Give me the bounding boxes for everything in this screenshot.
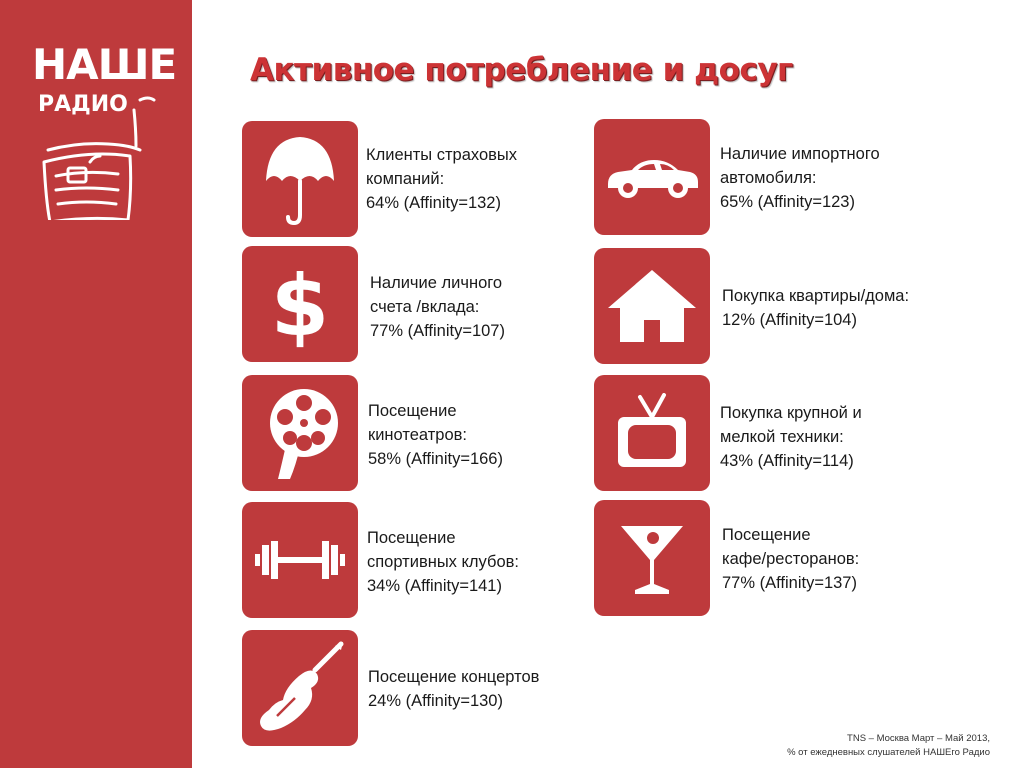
caption-house: Покупка квартиры/дома: 12% (Affinity=104… — [722, 284, 909, 332]
house-icon — [608, 270, 696, 342]
radio-sketch-icon — [42, 96, 156, 220]
caption-line: Посещение — [367, 529, 456, 547]
logo-line1: НАШЕ — [32, 40, 177, 89]
tile-house — [594, 248, 710, 364]
tile-cinema — [242, 375, 358, 491]
caption-stat: 65% (Affinity=123) — [720, 193, 855, 211]
caption-line: компаний: — [366, 170, 445, 188]
tile-concert — [242, 630, 358, 746]
caption-line: Наличие личного — [370, 274, 503, 292]
caption-insurance: Клиенты страховых компаний: 64% (Affinit… — [366, 143, 517, 215]
source-note: TNS – Москва Март – Май 2013, % от ежедн… — [787, 732, 990, 760]
tile-electronics — [594, 375, 710, 491]
brand-sidebar: НАШЕ РАДИО — [0, 0, 192, 768]
tile-insurance — [242, 121, 358, 237]
tile-cafe — [594, 500, 710, 616]
tv-icon — [618, 393, 686, 467]
cocktail-icon — [621, 526, 683, 594]
caption-line: Посещение — [722, 526, 811, 544]
nashe-radio-logo: НАШЕ РАДИО — [28, 40, 177, 220]
source-line: % от ежедневных слушателей НАШЕго Радио — [787, 747, 990, 758]
caption-line: Покупка квартиры/дома: — [722, 287, 910, 305]
logo-line2: РАДИО — [38, 92, 128, 117]
caption-line: Наличие импортного — [720, 145, 880, 163]
car-icon — [608, 160, 698, 198]
film-reel-icon — [270, 389, 338, 479]
caption-concert: Посещение концертов 24% (Affinity=130) — [368, 665, 539, 713]
caption-stat: 64% (Affinity=132) — [366, 194, 501, 212]
caption-car: Наличие импортного автомобиля: 65% (Affi… — [720, 142, 880, 214]
caption-line: спортивных клубов: — [367, 553, 519, 571]
caption-stat: 77% (Affinity=107) — [370, 322, 505, 340]
tile-car — [594, 119, 710, 235]
caption-line: Клиенты страховых — [366, 146, 518, 164]
caption-stat: 12% (Affinity=104) — [722, 311, 857, 329]
source-line: TNS – Москва Март – Май 2013, — [847, 733, 990, 744]
caption-stat: 58% (Affinity=166) — [368, 450, 503, 468]
umbrella-icon — [266, 137, 334, 226]
caption-line: Посещение — [368, 402, 457, 420]
caption-stat: 34% (Affinity=141) — [367, 577, 502, 595]
caption-stat: 24% (Affinity=130) — [368, 692, 503, 710]
caption-stat: 43% (Affinity=114) — [720, 452, 854, 470]
caption-stat: 77% (Affinity=137) — [722, 574, 857, 592]
svg-text:$: $ — [271, 259, 329, 349]
caption-cinema: Посещение кинотеатров: 58% (Affinity=166… — [368, 399, 503, 471]
caption-cafe: Посещение кафе/ресторанов: 77% (Affinity… — [722, 523, 859, 595]
caption-line: Посещение концертов — [368, 668, 540, 686]
page-title: Активное потребление и досуг — [250, 52, 793, 88]
tile-account: $ — [242, 246, 358, 362]
caption-line: счета /вклада: — [370, 298, 480, 316]
guitar-icon — [260, 641, 344, 731]
dollar-icon: $ — [271, 259, 329, 349]
caption-account: Наличие личного счета /вклада: 77% (Affi… — [370, 271, 505, 343]
dumbbell-icon — [255, 541, 345, 579]
caption-electronics: Покупка крупной и мелкой техники: 43% (A… — [720, 401, 862, 473]
caption-line: Покупка крупной и — [720, 404, 862, 422]
caption-sport: Посещение спортивных клубов: 34% (Affini… — [367, 526, 519, 598]
caption-line: кинотеатров: — [368, 426, 467, 444]
caption-line: кафе/ресторанов: — [722, 550, 860, 568]
tile-sport — [242, 502, 358, 618]
caption-line: мелкой техники: — [720, 428, 844, 446]
caption-line: автомобиля: — [720, 169, 817, 187]
